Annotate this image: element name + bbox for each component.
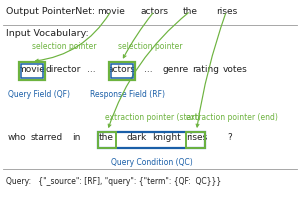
Bar [109, 62, 135, 80]
Text: rises: rises [186, 134, 207, 142]
Text: ...: ... [144, 64, 153, 73]
Bar [111, 64, 133, 78]
Text: director: director [45, 64, 81, 73]
Text: actors: actors [140, 7, 169, 16]
Bar [98, 132, 116, 148]
Text: votes: votes [223, 64, 248, 73]
Text: ...: ... [87, 64, 96, 73]
Text: Query Condition (QC): Query Condition (QC) [111, 158, 192, 167]
Text: movie: movie [18, 64, 45, 73]
Text: selection pointer: selection pointer [32, 42, 96, 51]
Text: rises: rises [216, 7, 237, 16]
Text: selection pointer: selection pointer [118, 42, 183, 51]
Text: ?: ? [227, 134, 232, 142]
Text: knight: knight [152, 134, 181, 142]
Text: genre: genre [162, 64, 189, 73]
Text: the: the [99, 134, 114, 142]
Text: Output PointerNet:: Output PointerNet: [6, 7, 95, 16]
Bar [98, 132, 205, 148]
Bar [21, 64, 43, 78]
Text: Query:   {"_source": [RF], "query": {"term": {QF:  QC}}}: Query: {"_source": [RF], "query": {"term… [6, 178, 221, 186]
Text: Query Field (QF): Query Field (QF) [8, 90, 70, 99]
Text: starred: starred [30, 134, 63, 142]
Text: Response Field (RF): Response Field (RF) [90, 90, 165, 99]
Text: movie: movie [97, 7, 125, 16]
Text: who: who [7, 134, 26, 142]
Text: Input Vocabulary:: Input Vocabulary: [6, 29, 89, 38]
Bar [19, 62, 45, 80]
Text: extraction pointer (start): extraction pointer (start) [105, 113, 201, 122]
Text: extraction pointer (end): extraction pointer (end) [186, 113, 278, 122]
Text: actors: actors [107, 64, 136, 73]
Text: rating: rating [192, 64, 219, 73]
Text: in: in [72, 134, 81, 142]
Text: the: the [183, 7, 198, 16]
Text: dark: dark [126, 134, 147, 142]
Bar [186, 132, 205, 148]
